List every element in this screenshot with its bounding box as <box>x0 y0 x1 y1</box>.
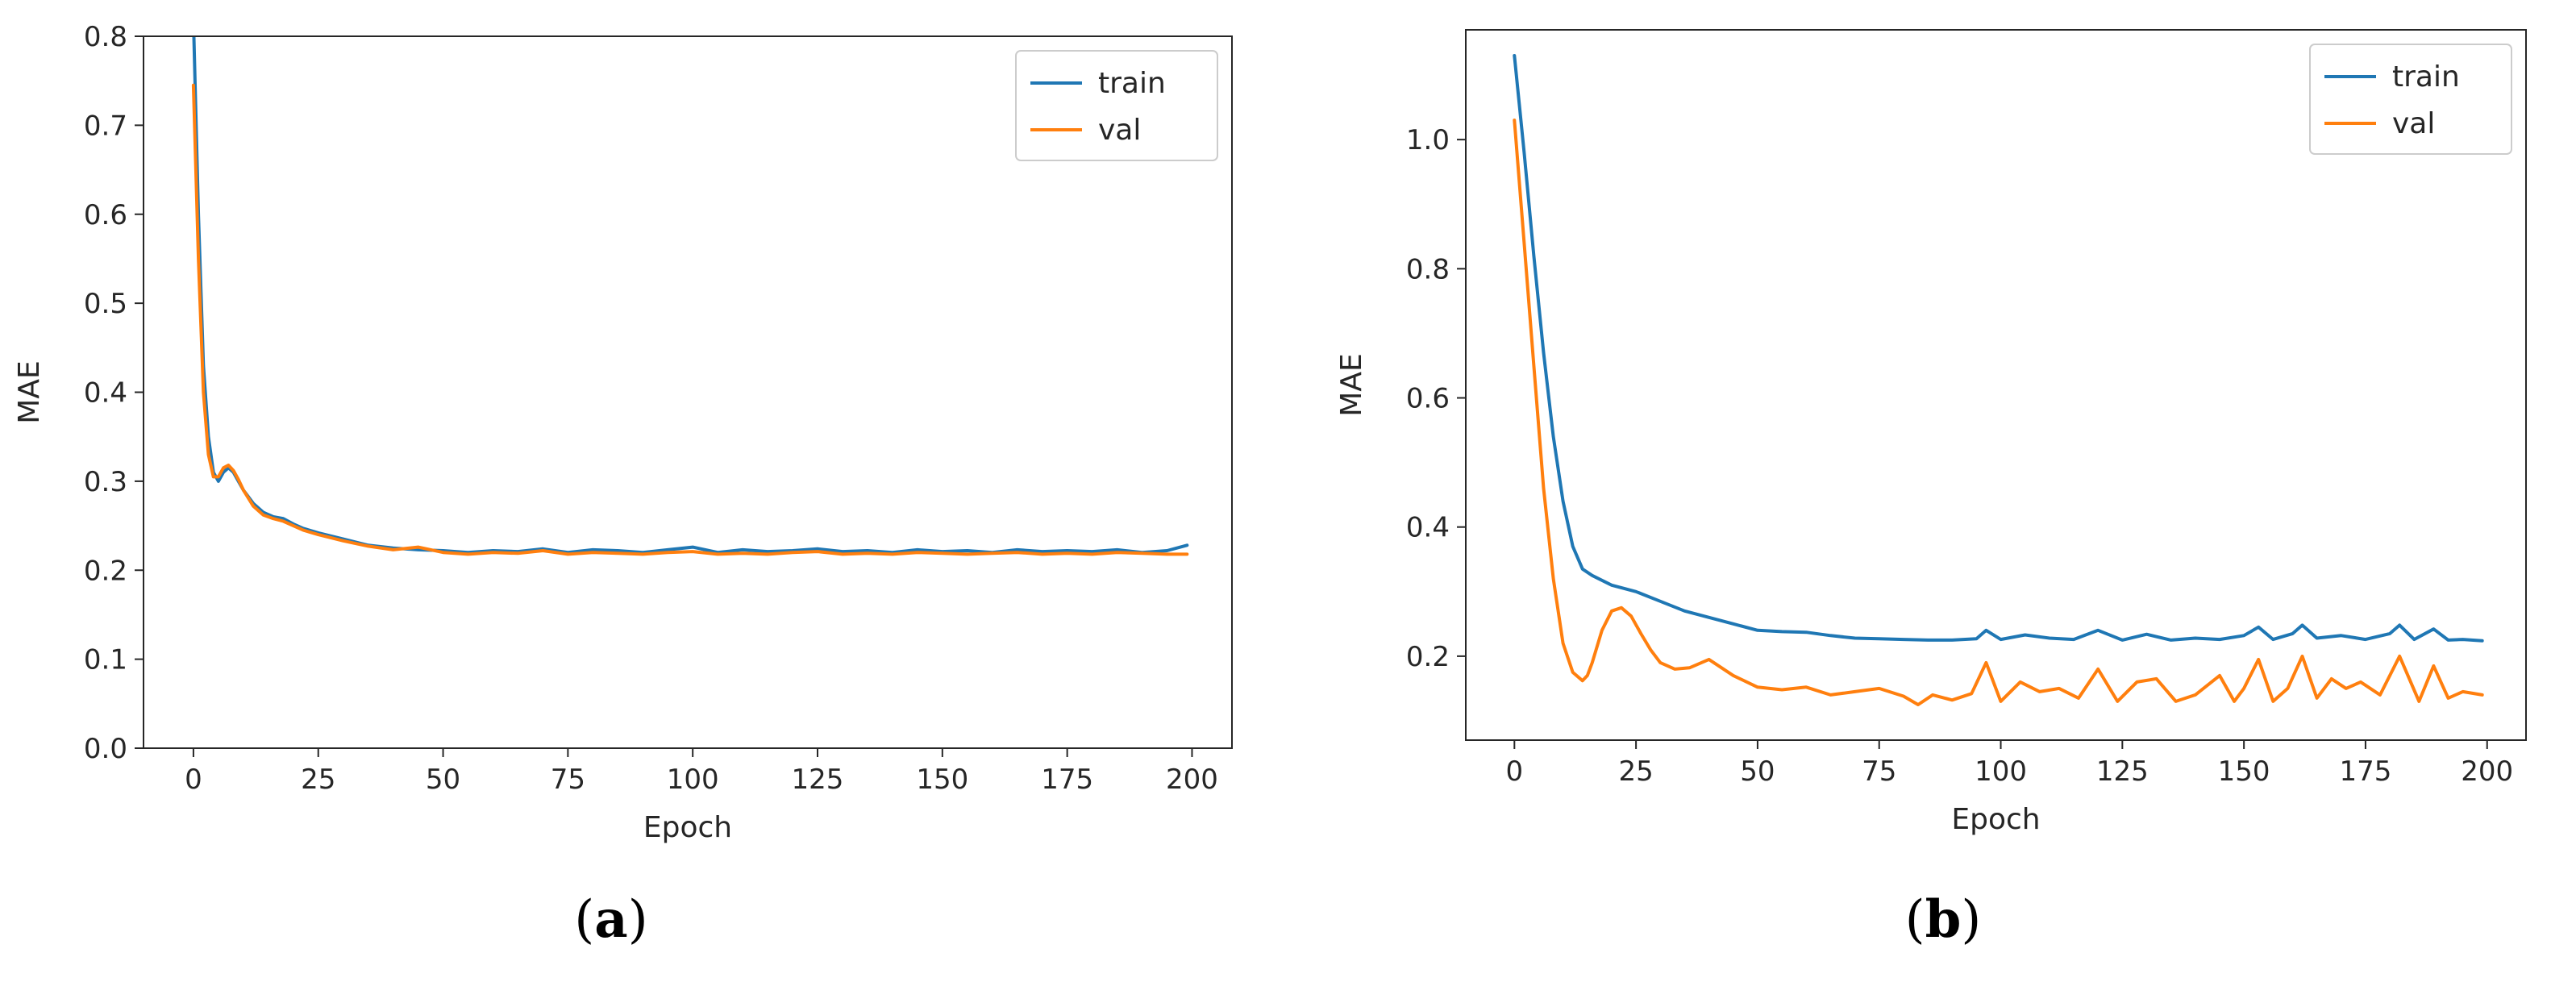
x-tick-label: 25 <box>301 764 335 796</box>
y-tick-label: 1.0 <box>1406 124 1450 156</box>
x-tick-label: 150 <box>916 764 968 796</box>
x-tick-label: 200 <box>2461 755 2513 788</box>
x-tick-label: 125 <box>792 764 844 796</box>
legend-label-train: train <box>1098 67 1166 100</box>
legend-label-train: train <box>2392 60 2460 94</box>
y-tick-label: 0.5 <box>84 288 127 320</box>
y-tick-label: 0.4 <box>84 377 127 410</box>
plot-frame <box>1465 29 2527 741</box>
x-tick-label: 25 <box>1618 755 1653 788</box>
y-tick-label: 0.7 <box>84 110 127 142</box>
legend-label-val: val <box>1098 114 1141 147</box>
y-axis-title: MAE <box>1335 353 1368 416</box>
panel-label-letter: b <box>1925 889 1962 950</box>
x-tick-label: 200 <box>1166 764 1218 796</box>
series-line-val <box>1513 119 2484 706</box>
y-axis-title: MAE <box>13 360 46 423</box>
x-tick-label: 50 <box>426 764 460 796</box>
y-tick-label: 0.1 <box>84 644 127 676</box>
y-tick-label: 0.3 <box>84 466 127 498</box>
y-tick-label: 0.6 <box>1406 383 1450 415</box>
x-axis-title: Epoch <box>643 811 732 844</box>
legend-box <box>2309 44 2512 155</box>
chart-panel-a: 0 25 50 75 100 125 150 175 200 0.0 0.1 0.2 0.3 0.4 0.5… <box>13 21 1233 950</box>
x-tick-label: 150 <box>2218 755 2270 788</box>
series-group <box>1513 54 2484 706</box>
x-axis-title: Epoch <box>1951 803 2040 836</box>
x-tick-label: 175 <box>1041 764 1093 796</box>
chart-panel-b: 0 25 50 75 100 125 150 175 200 0.2 0.4 0.6 0.8 1.0 Epo… <box>1335 29 2527 950</box>
panel-label: (b) <box>1905 889 1982 950</box>
legend: train val <box>1015 50 1218 161</box>
y-tick-label: 0.2 <box>1406 641 1450 673</box>
x-tick-label: 100 <box>667 764 719 796</box>
panel-label-letter: a <box>594 889 627 950</box>
legend-label-val: val <box>2392 107 2435 140</box>
x-tick-label: 0 <box>185 764 202 796</box>
x-tick-label: 100 <box>1975 755 2027 788</box>
legend-box <box>1015 50 1218 161</box>
panel-label: (a) <box>574 889 647 950</box>
y-tick-label: 0.4 <box>1406 512 1450 544</box>
x-tick-label: 125 <box>2096 755 2149 788</box>
y-tick-label: 0.2 <box>84 555 127 587</box>
x-tick-label: 50 <box>1740 755 1775 788</box>
series-group <box>191 36 1189 556</box>
x-tick-label: 175 <box>2339 755 2391 788</box>
x-tick-label: 75 <box>1862 755 1896 788</box>
y-tick-label: 0.8 <box>1406 253 1450 285</box>
y-tick-label: 0.8 <box>84 21 127 53</box>
series-line-train <box>1513 54 2484 643</box>
x-tick-label: 0 <box>1506 755 1524 788</box>
legend: train val <box>2309 44 2512 155</box>
series-line-val <box>191 83 1189 556</box>
y-tick-label: 0.0 <box>84 733 127 765</box>
x-tick-label: 75 <box>551 764 585 796</box>
y-tick-label: 0.6 <box>84 199 127 231</box>
